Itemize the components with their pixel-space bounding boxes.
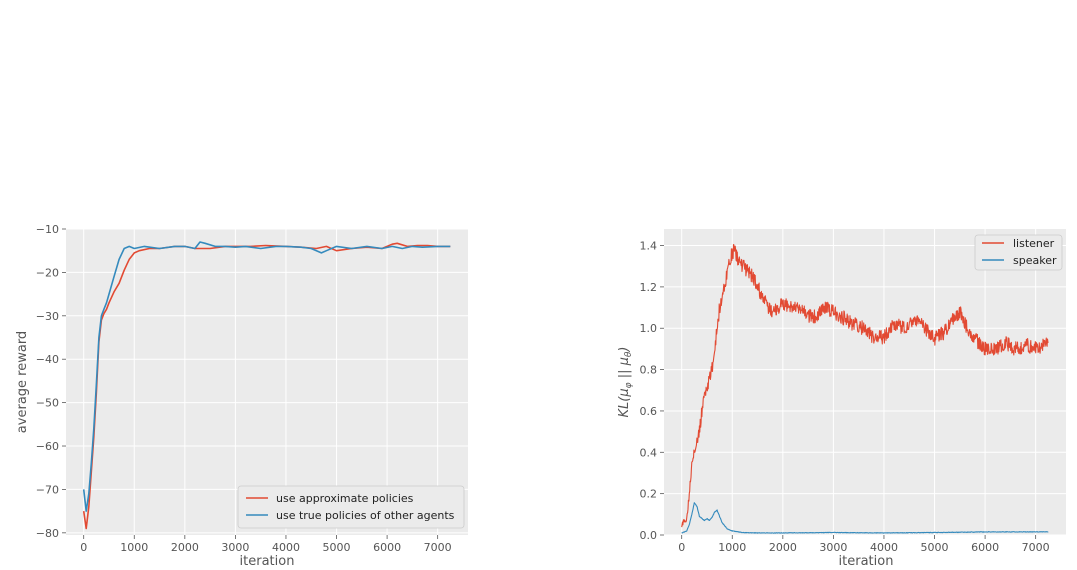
reward-y-axis-label: average reward [15, 331, 30, 433]
x-tick-label: 5000 [921, 541, 949, 554]
x-tick-label: 4000 [870, 541, 898, 554]
kl-y-axis-label: KL(μφ || μθ) [617, 347, 634, 418]
y-tick-label: 0.2 [640, 488, 658, 501]
y-tick-label: −70 [36, 483, 59, 496]
kl-series-lines [681, 243, 1049, 534]
reward-series-lines [82, 241, 451, 530]
y-tick-label: 0.6 [640, 405, 658, 418]
series-line-listener [681, 243, 1049, 528]
series-line-speaker [681, 502, 1049, 534]
legend-label-listener: listener [1013, 237, 1055, 250]
kl-legend: listener speaker [974, 234, 1063, 271]
kl-chart: 0 1000 2000 3000 4000 5000 6000 7000 0.0 0.2 0.4 0.… [617, 229, 1066, 569]
x-tick-label: 3000 [819, 541, 847, 554]
x-tick-label: 0 [80, 541, 87, 554]
x-tick-label: 2000 [171, 541, 199, 554]
kl-label-main: KL( [617, 396, 632, 418]
reward-ticks: 0 1000 2000 3000 4000 5000 6000 7000 −80 −70 −60 −5… [36, 223, 452, 554]
kl-label-close: ) [617, 347, 632, 353]
reward-legend-box [237, 485, 465, 529]
x-tick-label: 6000 [971, 541, 999, 554]
y-tick-label: 0.8 [640, 364, 658, 377]
x-tick-label: 7000 [424, 541, 452, 554]
x-tick-label: 3000 [221, 541, 249, 554]
x-tick-label: 7000 [1022, 541, 1050, 554]
legend-label-true-policies: use true policies of other agents [276, 509, 455, 522]
kl-label-mu-hat: μ [617, 388, 632, 397]
x-tick-label: 5000 [323, 541, 351, 554]
kl-ticks: 0 1000 2000 3000 4000 5000 6000 7000 0.0 0.2 0.4 0.… [640, 240, 1050, 554]
y-tick-label: −40 [36, 353, 59, 366]
legend-label-speaker: speaker [1013, 254, 1057, 267]
reward-x-axis-label: iteration [240, 554, 295, 569]
x-tick-label: 4000 [272, 541, 300, 554]
kl-label-theta: θ [624, 351, 634, 357]
kl-label-mu: μ [617, 357, 632, 366]
y-tick-label: −10 [36, 223, 59, 236]
x-tick-label: 1000 [120, 541, 148, 554]
kl-label-phi: φ [624, 382, 634, 388]
y-tick-label: −30 [36, 310, 59, 323]
kl-label-sep: || [617, 365, 632, 382]
y-tick-label: −80 [36, 527, 59, 540]
x-tick-label: 0 [678, 541, 685, 554]
y-tick-label: −60 [36, 440, 59, 453]
kl-plot-area [664, 229, 1066, 535]
series-line-use-true-policies-of-other-agents [82, 241, 451, 512]
x-tick-label: 1000 [718, 541, 746, 554]
reward-plot-area [66, 229, 468, 535]
x-tick-label: 2000 [769, 541, 797, 554]
y-tick-label: −20 [36, 266, 59, 279]
y-tick-label: 0.4 [640, 446, 658, 459]
kl-x-axis-label: iteration [839, 554, 894, 569]
y-tick-label: 1.4 [640, 240, 658, 253]
reward-legend: use approximate policies use true polici… [237, 485, 465, 529]
y-tick-label: 1.2 [640, 281, 658, 294]
y-tick-label: −50 [36, 397, 59, 410]
y-tick-label: 0.0 [640, 529, 658, 542]
reward-chart: 0 1000 2000 3000 4000 5000 6000 7000 −80 −70 −60 −5… [15, 223, 468, 569]
y-tick-label: 1.0 [640, 322, 658, 335]
x-tick-label: 6000 [373, 541, 401, 554]
legend-label-approximate: use approximate policies [276, 492, 414, 505]
